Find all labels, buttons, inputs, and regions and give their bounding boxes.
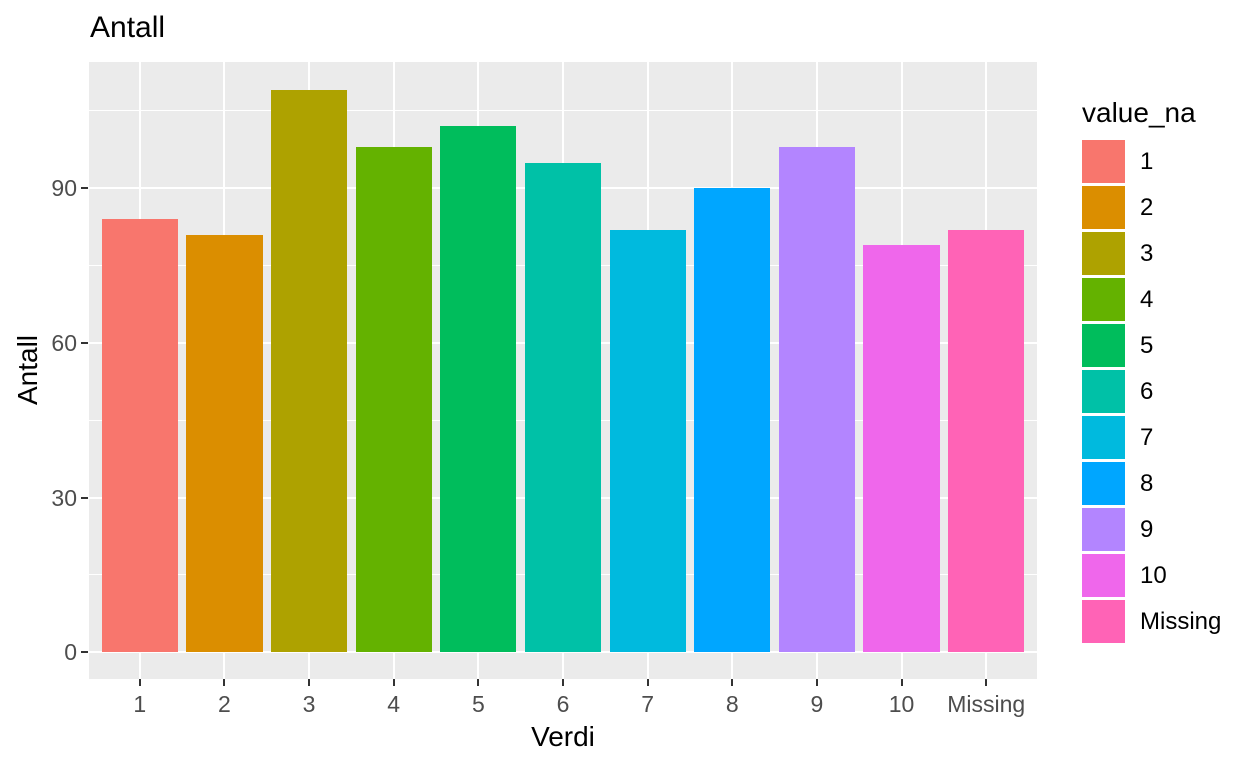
legend-label: 8 xyxy=(1140,469,1154,497)
x-tick-mark xyxy=(223,679,226,686)
x-tick-label: 6 xyxy=(556,691,570,717)
plot-title: Antall xyxy=(90,11,166,44)
legend-swatch xyxy=(1082,186,1125,229)
legend-label: Missing xyxy=(1140,607,1222,635)
legend-entry: 2 xyxy=(1082,186,1221,232)
legend-entry: 3 xyxy=(1082,232,1221,278)
bar-1 xyxy=(101,219,178,653)
legend-entry: 7 xyxy=(1082,416,1221,462)
bar-7 xyxy=(609,229,686,653)
y-tick-label: 60 xyxy=(51,329,77,356)
bar-3 xyxy=(270,90,348,653)
legend-swatch xyxy=(1082,554,1125,597)
x-tick-label: 2 xyxy=(218,691,231,717)
legend-entries: 1 2 3 4 5 6 7 8 9 10 Missing xyxy=(1082,140,1221,646)
legend-entry: 10 xyxy=(1082,554,1221,600)
x-tick-label: 1 xyxy=(133,691,147,717)
x-tick-label: 5 xyxy=(471,691,485,717)
x-tick-label: 8 xyxy=(725,691,739,717)
legend-label: 1 xyxy=(1140,147,1154,175)
legend-label: 5 xyxy=(1140,331,1154,359)
x-axis-title: Verdi xyxy=(531,721,595,752)
x-tick-mark xyxy=(477,679,480,686)
bar-10 xyxy=(863,244,940,653)
x-tick-label: 10 xyxy=(888,691,915,717)
legend-swatch xyxy=(1082,324,1125,367)
y-tick-mark xyxy=(81,496,88,499)
legend-swatch xyxy=(1082,140,1125,183)
bar-4 xyxy=(355,147,432,653)
x-tick-label: 7 xyxy=(641,691,655,717)
legend-label: 10 xyxy=(1140,561,1167,589)
legend-swatch xyxy=(1082,462,1125,505)
x-tick-mark xyxy=(985,679,988,686)
x-tick-label: Missing xyxy=(947,691,1026,717)
legend-swatch xyxy=(1082,508,1125,551)
bar-6 xyxy=(524,162,602,653)
legend-label: 7 xyxy=(1140,423,1154,451)
y-tick-mark xyxy=(81,187,88,190)
legend-entry: 1 xyxy=(1082,140,1221,186)
legend-entry: 9 xyxy=(1082,508,1221,554)
x-tick-mark xyxy=(815,679,818,686)
legend-swatch xyxy=(1082,370,1125,413)
y-tick-label: 0 xyxy=(64,639,77,666)
x-tick-mark xyxy=(731,679,734,686)
bar-Missing xyxy=(948,229,1025,653)
legend-title: value_na xyxy=(1082,97,1196,128)
legend-label: 4 xyxy=(1140,285,1154,313)
legend-label: 9 xyxy=(1140,515,1154,543)
legend-swatch xyxy=(1082,416,1125,459)
x-tick-label: 9 xyxy=(810,691,824,717)
legend-label: 3 xyxy=(1140,239,1154,267)
y-tick-label: 90 xyxy=(51,175,77,202)
legend-entry: 8 xyxy=(1082,462,1221,508)
bar-2 xyxy=(186,234,263,653)
legend-entry: 6 xyxy=(1082,370,1221,416)
x-tick-mark xyxy=(646,679,649,686)
y-tick-label: 30 xyxy=(51,484,77,511)
legend-entry: 5 xyxy=(1082,324,1221,370)
x-tick-mark xyxy=(900,679,903,686)
x-tick-mark xyxy=(138,679,141,686)
x-tick-mark xyxy=(562,679,564,686)
bar-5 xyxy=(440,126,517,653)
bar-8 xyxy=(694,188,771,653)
legend-label: 6 xyxy=(1140,377,1154,405)
y-tick-mark xyxy=(81,341,88,344)
x-tick-label: 3 xyxy=(302,691,316,717)
x-tick-mark xyxy=(308,679,311,686)
x-tick-mark xyxy=(392,679,395,686)
x-tick-label: 4 xyxy=(387,691,401,717)
legend-swatch xyxy=(1082,278,1125,321)
y-tick-mark xyxy=(81,651,88,654)
legend-entry: Missing xyxy=(1082,600,1221,646)
legend-swatch xyxy=(1082,600,1125,643)
legend-entry: 4 xyxy=(1082,278,1221,324)
plot-panel xyxy=(89,62,1037,679)
legend-swatch xyxy=(1082,232,1125,275)
bar-9 xyxy=(778,147,855,653)
legend-label: 2 xyxy=(1140,193,1154,221)
